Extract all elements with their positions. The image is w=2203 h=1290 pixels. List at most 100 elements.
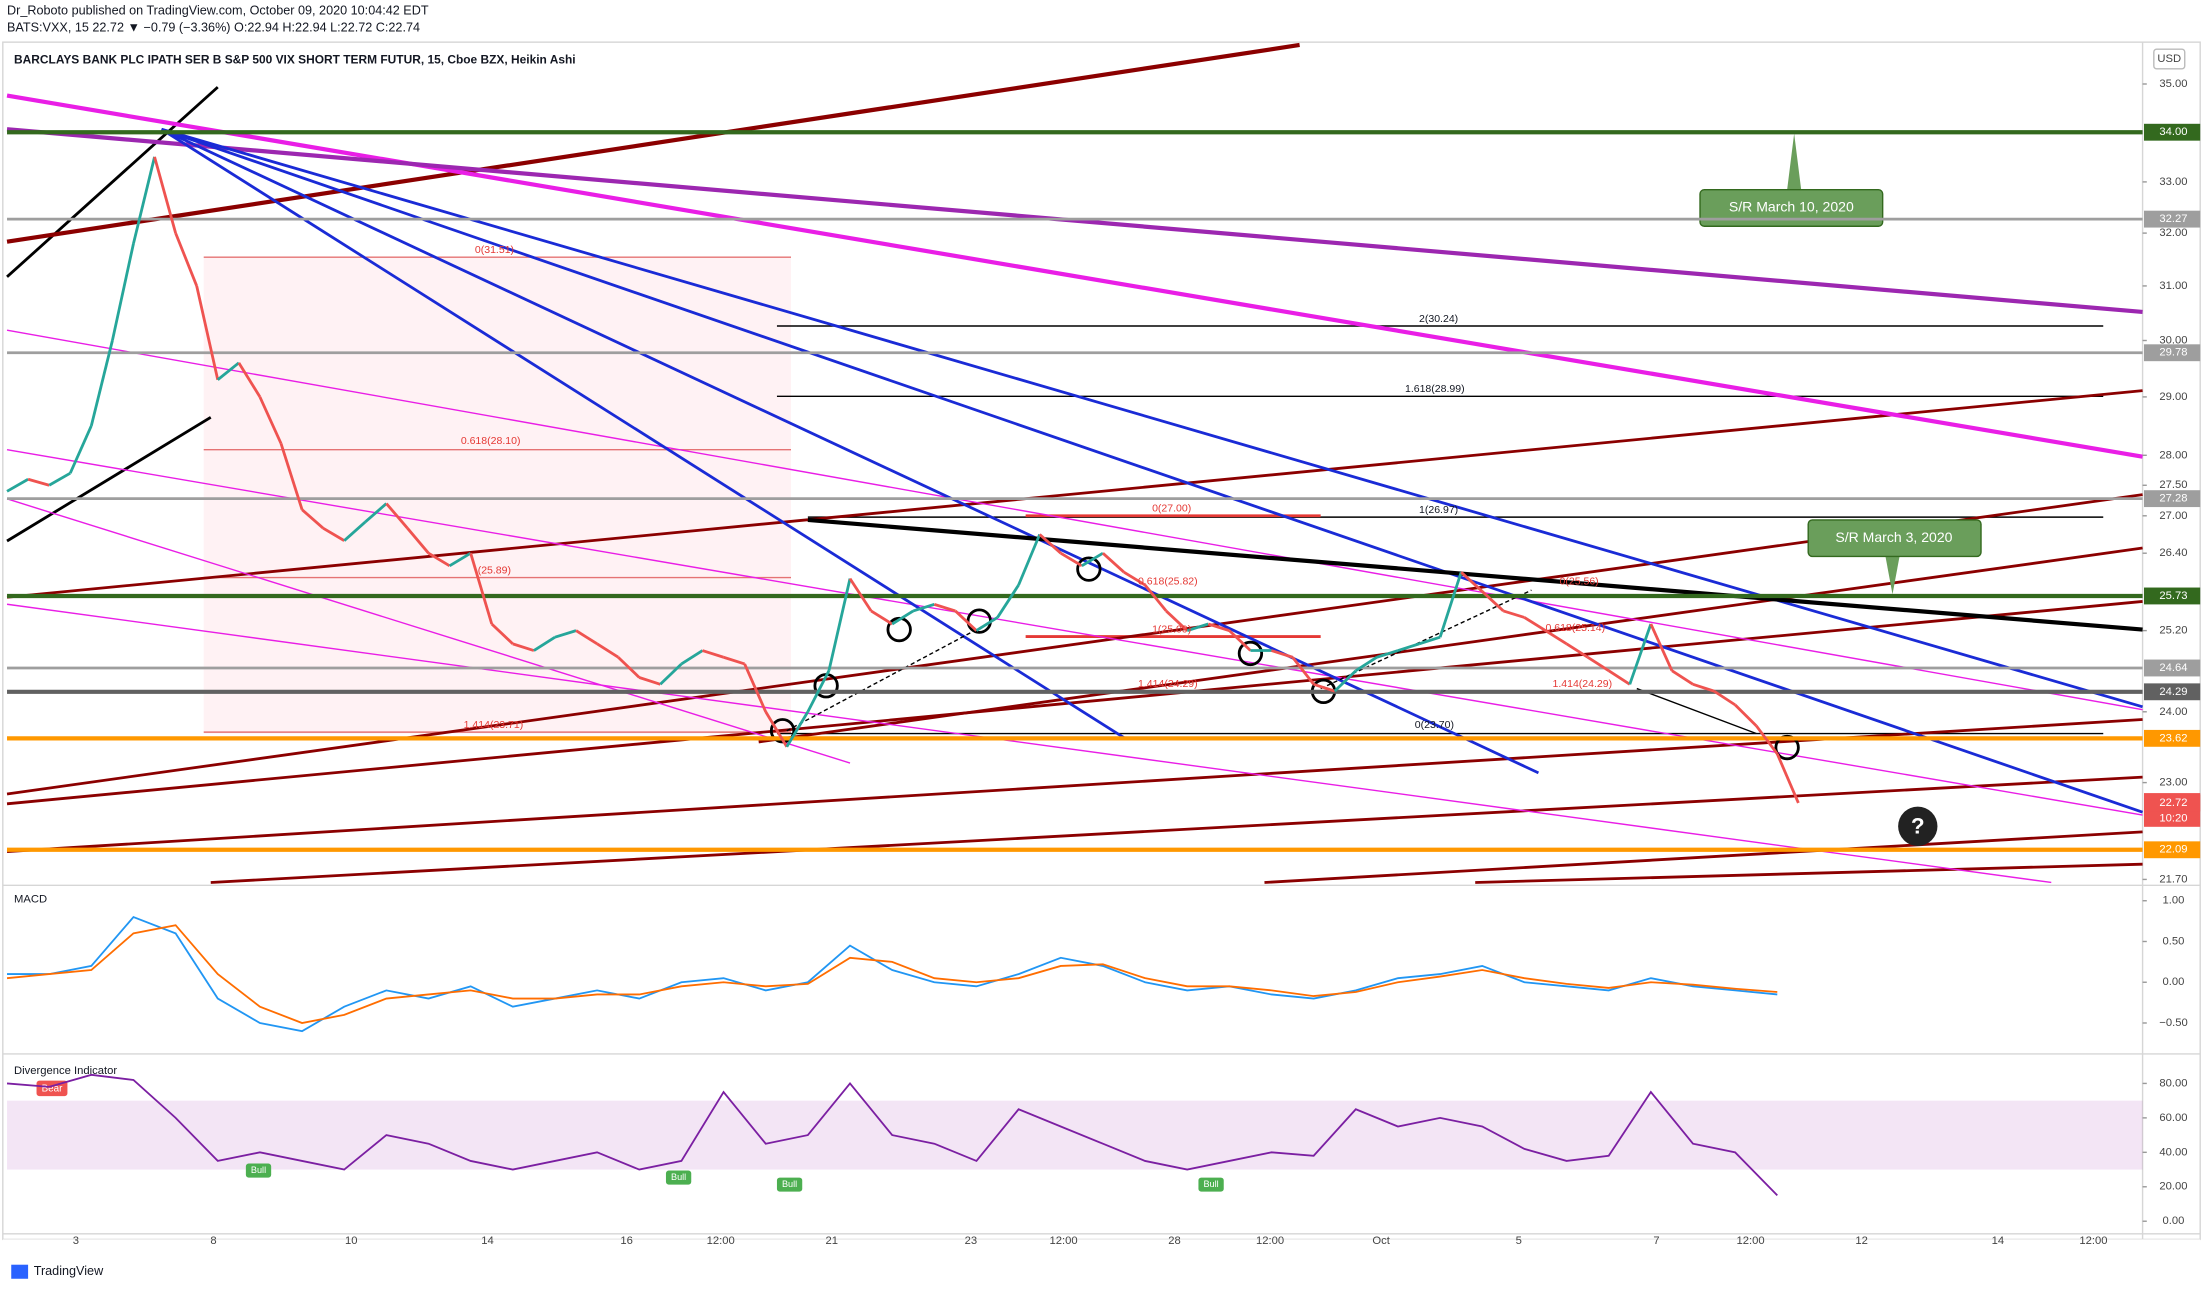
macd-title: MACD (14, 893, 47, 905)
fib-label: (25.89) (478, 564, 511, 576)
price-label-box (2143, 490, 2201, 508)
bull-label: Bull (1203, 1179, 1218, 1189)
y-tick-label: 40.00 (2159, 1146, 2187, 1158)
trendline (6, 603, 2052, 884)
price-segment (975, 616, 999, 632)
price-segment (448, 551, 472, 568)
price-label: 27.28 (2159, 493, 2187, 505)
price-segment (1565, 642, 1589, 659)
price-segment (743, 663, 767, 713)
bull-label-box (776, 1177, 803, 1192)
divergence-title: Divergence Indicator (14, 1065, 117, 1077)
fib-zone (203, 257, 792, 734)
price-label-box (2143, 729, 2201, 747)
price-segment (575, 629, 598, 646)
y-tick-label: 1.00 (2163, 895, 2185, 907)
fib-label: 1.414(24.29) (1552, 678, 1612, 690)
trendline (6, 93, 2143, 459)
price-segment (1038, 533, 1062, 555)
question-mark: ? (1911, 814, 1925, 839)
price-segment (385, 502, 409, 530)
price-label: 22.72 (2159, 797, 2187, 809)
x-tick-label: 12:00 (1737, 1235, 1765, 1247)
price-segment (1418, 635, 1441, 646)
trendline (1264, 830, 2143, 884)
price-segment (1228, 629, 1252, 652)
price-segment (1397, 642, 1420, 652)
price-segment (1755, 724, 1779, 755)
fib-label: 1.414(23.71) (464, 719, 524, 731)
price-segment (1376, 649, 1399, 659)
price-segment (301, 508, 325, 530)
trendline (161, 127, 2143, 709)
quote: BATS:VXX, 15 22.72 ▼ −0.79 (−3.36%) O:22… (7, 20, 420, 34)
price-label: 22.09 (2159, 844, 2187, 856)
price-segment (638, 676, 661, 686)
callout-pointer (1787, 133, 1802, 190)
trendlines (6, 42, 2144, 884)
price-segment (195, 285, 220, 381)
price-segment (1628, 623, 1653, 685)
y-tick-label: 20.00 (2159, 1181, 2187, 1193)
bull-label: Bull (671, 1172, 686, 1182)
price-label-box (2143, 210, 2201, 228)
price-segment (216, 361, 240, 381)
price-segment (1776, 753, 1800, 804)
trendline (6, 600, 2143, 806)
x-tick-label: 10 (345, 1235, 357, 1247)
callout-text: S/R March 10, 2020 (1729, 199, 1854, 215)
footer-brand: TradingView (34, 1264, 104, 1278)
price-segment (1060, 551, 1083, 568)
price-segment (659, 662, 683, 686)
price-segment (1649, 623, 1674, 672)
trendline (6, 329, 2143, 711)
y-tick-label: 26.40 (2159, 547, 2187, 559)
countdown: 10:20 (2159, 812, 2187, 824)
bull-label-box (245, 1163, 272, 1178)
price-segment (1101, 552, 1125, 574)
trendline (6, 493, 2143, 796)
price-segment (1313, 682, 1336, 693)
x-tick-label: 28 (1168, 1235, 1180, 1247)
x-tick-label: 12:00 (1256, 1235, 1284, 1247)
currency-box (2153, 48, 2186, 70)
trendline (1636, 687, 1757, 735)
price-label-box (2143, 659, 2201, 677)
trendline (210, 775, 2143, 884)
trendline (6, 416, 212, 543)
price-segment (996, 584, 1020, 619)
price-segment (1586, 656, 1610, 672)
trendline (758, 546, 2143, 744)
price-segment (723, 655, 746, 666)
price-segment (764, 711, 788, 748)
price-segment (406, 527, 430, 555)
price-label: 23.62 (2159, 732, 2187, 744)
y-tick-label: 24.00 (2159, 706, 2187, 718)
fib-label: 1(25.09) (1152, 623, 1191, 635)
x-tick-label: 21 (825, 1235, 837, 1247)
price-segment (89, 340, 114, 427)
y-tick-label: 0.50 (2163, 935, 2185, 947)
x-tick-label: Oct (1372, 1235, 1390, 1247)
fib-label: 0.618(25.82) (1138, 576, 1198, 588)
fib-lines (203, 256, 2104, 735)
price-segment (1017, 533, 1041, 586)
bear-label: Bear (42, 1084, 63, 1095)
x-tick-label: 12:00 (1050, 1235, 1078, 1247)
fib-label: 1(26.97) (1419, 504, 1458, 516)
indicator-line (6, 924, 1778, 1024)
band (7, 1100, 2143, 1170)
price-segment (596, 642, 619, 659)
price-segment (1671, 669, 1694, 686)
price-segment (1355, 656, 1378, 672)
x-tick-label: 16 (620, 1235, 632, 1247)
price-label-box (2143, 587, 2201, 605)
publisher: Dr_Roboto published on TradingView.com, … (7, 4, 429, 18)
price-segment (469, 552, 494, 625)
trendline (1475, 862, 2143, 884)
price-segment (1143, 584, 1168, 612)
price-segment (1271, 649, 1294, 659)
y-tick-label: 0.00 (2163, 1215, 2185, 1227)
price-label-box (2143, 123, 2201, 141)
